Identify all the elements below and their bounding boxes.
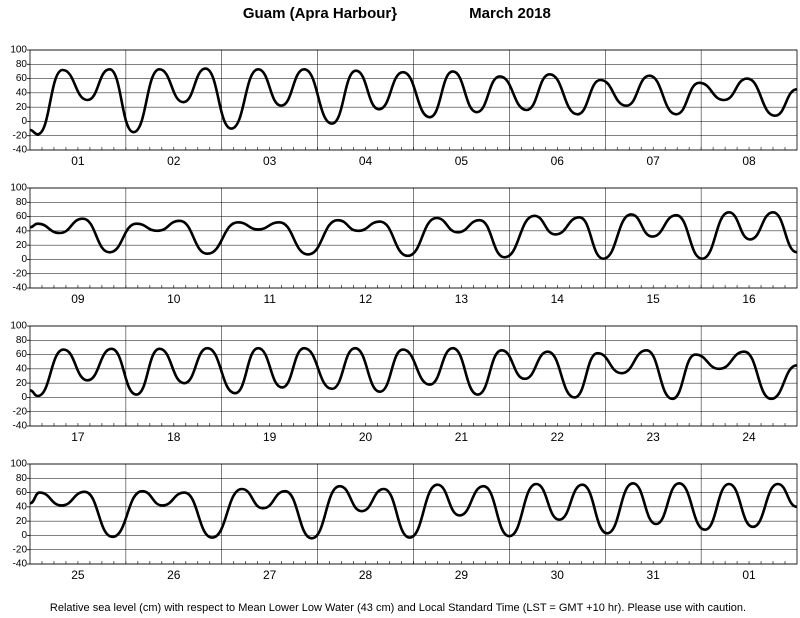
y-tick-label: -20 xyxy=(13,544,28,555)
x-tick-label: 06 xyxy=(551,154,565,168)
y-tick-label: -40 xyxy=(13,145,28,156)
chart-title: Guam (Apra Harbour} xyxy=(243,5,397,22)
y-tick-label: 40 xyxy=(16,363,28,374)
plot-frame xyxy=(29,49,798,151)
y-tick-label: 60 xyxy=(16,349,28,360)
y-tick-label: -40 xyxy=(13,283,28,294)
x-tick-label: 25 xyxy=(71,568,85,582)
plot-frame xyxy=(29,325,798,427)
x-tick-label: 12 xyxy=(359,292,373,306)
x-tick-label: 13 xyxy=(455,292,469,306)
x-tick-label: 17 xyxy=(71,430,85,444)
x-tick-label: 03 xyxy=(263,154,277,168)
y-tick-label: 40 xyxy=(16,501,28,512)
y-tick-label: 100 xyxy=(10,183,27,194)
y-tick-label: 0 xyxy=(21,392,27,403)
y-tick-label: 0 xyxy=(21,116,27,127)
y-tick-label: -40 xyxy=(13,559,28,570)
x-tick-label: 19 xyxy=(263,430,277,444)
x-tick-label: 16 xyxy=(742,292,756,306)
chart-date: March 2018 xyxy=(469,5,551,22)
y-tick-label: 60 xyxy=(16,73,28,84)
footer-note: Relative sea level (cm) with respect to … xyxy=(50,602,746,614)
y-tick-label: 20 xyxy=(16,378,28,389)
y-tick-label: -20 xyxy=(13,268,28,279)
x-tick-label: 20 xyxy=(359,430,373,444)
x-tick-label: 11 xyxy=(263,292,276,306)
y-tick-label: 100 xyxy=(10,45,27,56)
plot-frame xyxy=(29,187,798,289)
x-tick-label: 27 xyxy=(263,568,277,582)
x-tick-label: 01 xyxy=(742,568,756,582)
y-tick-label: 80 xyxy=(16,197,28,208)
y-tick-label: 60 xyxy=(16,211,28,222)
x-tick-label: 01 xyxy=(71,154,85,168)
x-tick-label: 02 xyxy=(167,154,181,168)
y-tick-label: 0 xyxy=(21,254,27,265)
y-tick-label: 40 xyxy=(16,225,28,236)
x-tick-label: 08 xyxy=(742,154,756,168)
x-tick-label: 09 xyxy=(71,292,85,306)
y-tick-label: 80 xyxy=(16,473,28,484)
tide-line xyxy=(29,210,798,261)
y-tick-label: 20 xyxy=(16,516,28,527)
y-tick-label: 60 xyxy=(16,487,28,498)
x-tick-label: 31 xyxy=(647,568,661,582)
x-tick-label: 22 xyxy=(551,430,565,444)
y-tick-label: 80 xyxy=(16,59,28,70)
tide-line xyxy=(29,346,798,401)
y-tick-label: -40 xyxy=(13,421,28,432)
tide-line xyxy=(29,481,798,540)
x-tick-label: 29 xyxy=(455,568,469,582)
y-tick-label: 100 xyxy=(10,321,27,332)
x-tick-label: 15 xyxy=(647,292,661,306)
y-tick-label: 20 xyxy=(16,102,28,113)
x-tick-label: 04 xyxy=(359,154,373,168)
y-tick-label: -20 xyxy=(13,130,28,141)
x-tick-label: 07 xyxy=(647,154,661,168)
y-tick-label: 40 xyxy=(16,87,28,98)
x-tick-label: 18 xyxy=(167,430,181,444)
x-tick-label: 05 xyxy=(455,154,469,168)
x-tick-label: 23 xyxy=(647,430,661,444)
x-tick-label: 14 xyxy=(551,292,565,306)
y-tick-label: 0 xyxy=(21,530,27,541)
y-tick-label: 80 xyxy=(16,335,28,346)
tide-line xyxy=(29,67,798,136)
y-tick-label: 100 xyxy=(10,459,27,470)
plot-frame xyxy=(29,463,798,565)
x-tick-label: 24 xyxy=(742,430,756,444)
x-tick-label: 30 xyxy=(551,568,565,582)
y-tick-label: -20 xyxy=(13,406,28,417)
x-tick-label: 10 xyxy=(167,292,181,306)
x-tick-label: 28 xyxy=(359,568,373,582)
x-tick-label: 26 xyxy=(167,568,181,582)
y-tick-label: 20 xyxy=(16,240,28,251)
x-tick-label: 21 xyxy=(455,430,469,444)
